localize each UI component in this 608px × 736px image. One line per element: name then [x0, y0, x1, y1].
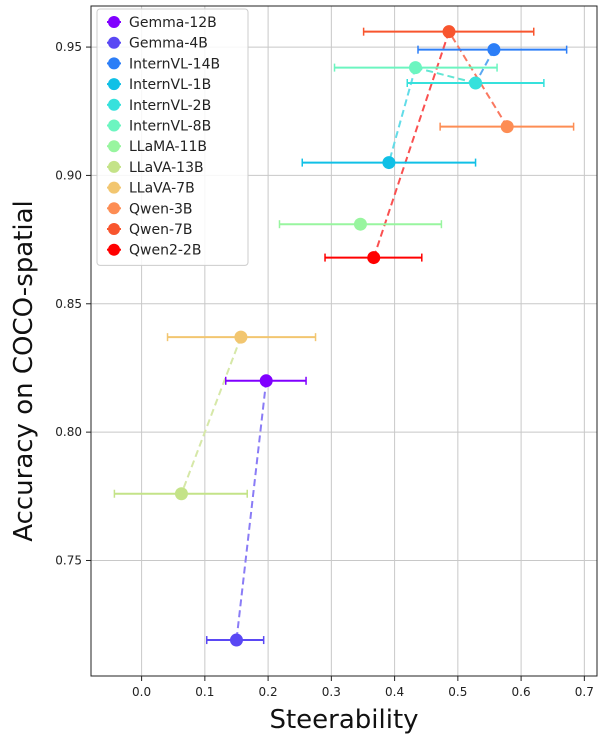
legend-item: LLaVA-7B — [107, 181, 195, 197]
data-point — [367, 251, 381, 265]
connector-line — [372, 31, 450, 258]
legend-label: LLaVA-13B — [129, 160, 204, 176]
data-point — [229, 633, 243, 647]
legend-marker — [108, 36, 120, 49]
x-axis-ticks: 0.0 0.1 0.2 0.3 0.4 0.5 0.6 0.7 — [132, 676, 594, 699]
x-tick-label: 0.6 — [512, 685, 531, 699]
x-tick-label: 0.4 — [385, 685, 404, 699]
data-point — [500, 120, 514, 134]
data-point — [259, 374, 273, 388]
legend-label: InternVL-8B — [129, 119, 211, 135]
x-axis-label: Steerability — [269, 705, 418, 735]
legend-marker — [108, 243, 120, 256]
data-point — [487, 43, 501, 57]
legend-item: InternVL-8B — [107, 119, 211, 135]
data-point — [382, 156, 396, 170]
data-point — [408, 61, 422, 75]
y-axis-ticks: 0.75 0.80 0.85 0.90 0.95 — [55, 40, 91, 567]
connector-line — [235, 380, 268, 641]
legend-marker — [108, 57, 120, 70]
legend-label: Qwen-7B — [129, 222, 193, 238]
x-tick-label: 0.2 — [259, 685, 278, 699]
legend-item: InternVL-14B — [107, 56, 220, 72]
legend-item: LLaVA-13B — [107, 160, 204, 176]
legend-item: Qwen-3B — [107, 201, 193, 217]
y-tick-label: 0.90 — [55, 168, 82, 182]
legend-marker — [108, 181, 120, 194]
legend-marker — [108, 140, 120, 153]
legend-marker — [108, 98, 120, 111]
legend-label: InternVL-2B — [129, 98, 211, 114]
legend-label: LLaMA-11B — [129, 139, 207, 155]
data-point — [234, 330, 248, 344]
plot-frame — [90, 5, 598, 677]
data-point — [469, 76, 483, 90]
legend-item: LLaMA-11B — [107, 139, 207, 155]
connector-line — [415, 66, 476, 84]
legend-marker — [108, 78, 120, 91]
legend-item: Gemma-4B — [107, 36, 208, 52]
legend-marker — [108, 223, 120, 235]
legend-label: Gemma-4B — [129, 36, 208, 52]
y-tick-label: 0.95 — [55, 40, 82, 54]
connector-line — [180, 336, 242, 495]
legend-marker — [108, 16, 120, 28]
y-axis-label: Accuracy on COCO-spatial — [9, 200, 39, 542]
legend-item: Qwen-7B — [107, 222, 193, 238]
data-point — [353, 217, 367, 231]
connector-line — [387, 67, 417, 163]
legend-label: LLaVA-7B — [129, 181, 195, 197]
legend-marker — [108, 160, 120, 173]
x-tick-label: 0.7 — [575, 685, 594, 699]
legend: Gemma-12B Gemma-4B InternVL-14B InternVL-1B… — [96, 8, 249, 266]
y-tick-label: 0.85 — [55, 297, 82, 311]
y-tick-label: 0.75 — [55, 553, 82, 567]
x-tick-label: 0.3 — [322, 685, 341, 699]
legend-label: InternVL-14B — [129, 56, 220, 72]
legend-label: Qwen2-2B — [129, 243, 201, 259]
legend-label: InternVL-1B — [129, 77, 211, 93]
x-tick-label: 0.1 — [195, 685, 214, 699]
data-point — [442, 25, 456, 39]
data-points — [174, 25, 514, 647]
legend-marker — [108, 202, 120, 215]
legend-label: Qwen-3B — [129, 201, 193, 217]
x-tick-label: 0.0 — [132, 685, 151, 699]
data-point — [174, 487, 188, 501]
legend-box — [96, 8, 249, 266]
legend-item: InternVL-1B — [107, 77, 211, 93]
legend-item: InternVL-2B — [107, 98, 211, 114]
legend-marker — [108, 119, 120, 132]
y-tick-label: 0.80 — [55, 425, 82, 439]
legend-item: Gemma-12B — [107, 15, 217, 31]
legend-item: Qwen2-2B — [107, 243, 201, 259]
x-tick-label: 0.5 — [448, 685, 467, 699]
legend-label: Gemma-12B — [129, 15, 217, 31]
